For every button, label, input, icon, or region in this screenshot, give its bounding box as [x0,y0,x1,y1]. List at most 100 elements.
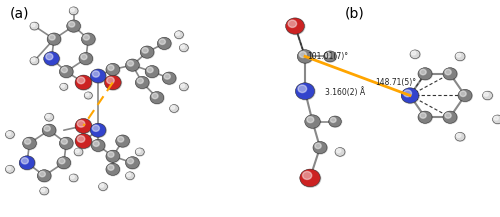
Circle shape [45,113,54,121]
Circle shape [298,85,306,93]
Circle shape [140,46,154,58]
Circle shape [47,33,61,45]
Circle shape [84,92,92,99]
Circle shape [68,22,75,27]
Circle shape [76,149,79,153]
Text: 101.01(7)°: 101.01(7)° [308,52,348,61]
Circle shape [126,59,140,71]
Circle shape [174,31,184,39]
Circle shape [444,68,458,80]
Circle shape [329,116,342,127]
Circle shape [444,111,458,123]
Circle shape [24,139,30,144]
Circle shape [302,171,312,179]
Circle shape [136,77,149,89]
Circle shape [126,172,134,180]
Circle shape [418,111,432,123]
Circle shape [456,52,465,61]
Text: 148.71(5)°: 148.71(5)° [375,78,416,87]
Circle shape [492,115,500,124]
Circle shape [286,18,304,34]
Circle shape [443,111,457,123]
Circle shape [76,119,92,134]
Circle shape [104,75,121,90]
Circle shape [30,22,39,30]
Circle shape [6,165,15,173]
Circle shape [76,76,92,90]
Circle shape [126,157,140,169]
Circle shape [70,175,74,179]
Circle shape [307,117,314,123]
Circle shape [420,113,426,118]
Circle shape [136,149,140,153]
Circle shape [90,123,106,137]
Circle shape [82,33,95,45]
Circle shape [44,113,54,121]
Circle shape [412,51,416,55]
Circle shape [162,72,176,84]
Circle shape [401,88,419,103]
Circle shape [44,52,60,66]
Circle shape [60,66,73,78]
Circle shape [170,105,178,113]
Circle shape [484,92,488,96]
Text: (b): (b) [345,7,365,21]
Circle shape [152,93,158,99]
Circle shape [57,157,70,169]
Circle shape [180,83,188,91]
Circle shape [170,105,178,112]
Circle shape [404,90,411,97]
Circle shape [458,90,472,102]
Circle shape [458,89,472,102]
Circle shape [84,35,89,40]
Circle shape [44,126,51,131]
Circle shape [76,134,92,149]
Circle shape [330,118,336,122]
Circle shape [314,142,328,154]
Circle shape [305,115,320,128]
Circle shape [418,68,432,80]
Circle shape [106,163,120,176]
Circle shape [445,69,451,75]
Circle shape [313,141,327,154]
Circle shape [39,171,46,177]
Circle shape [171,106,175,109]
Circle shape [42,124,56,136]
Circle shape [300,169,320,187]
Circle shape [158,38,172,50]
Circle shape [69,7,78,15]
Circle shape [66,20,80,32]
Circle shape [30,22,39,30]
Circle shape [159,39,166,44]
Circle shape [286,18,305,35]
Circle shape [116,135,130,147]
Circle shape [80,53,93,65]
Circle shape [61,139,68,144]
Circle shape [78,77,85,84]
Circle shape [78,120,85,127]
Circle shape [99,183,108,191]
Circle shape [137,78,143,84]
Circle shape [23,137,36,150]
Circle shape [315,143,321,149]
Circle shape [418,68,432,80]
Circle shape [126,157,140,169]
Circle shape [410,50,420,59]
Circle shape [150,92,164,104]
Circle shape [59,158,65,164]
Circle shape [38,170,51,182]
Circle shape [483,91,492,100]
Circle shape [455,52,465,61]
Circle shape [78,136,85,142]
Circle shape [6,166,10,170]
Circle shape [61,67,68,73]
Circle shape [455,132,465,141]
Circle shape [336,149,341,153]
Circle shape [60,66,74,78]
Circle shape [46,54,53,60]
Circle shape [180,84,184,87]
Circle shape [116,135,130,147]
Circle shape [58,157,71,169]
Circle shape [296,83,314,99]
Circle shape [30,57,39,65]
